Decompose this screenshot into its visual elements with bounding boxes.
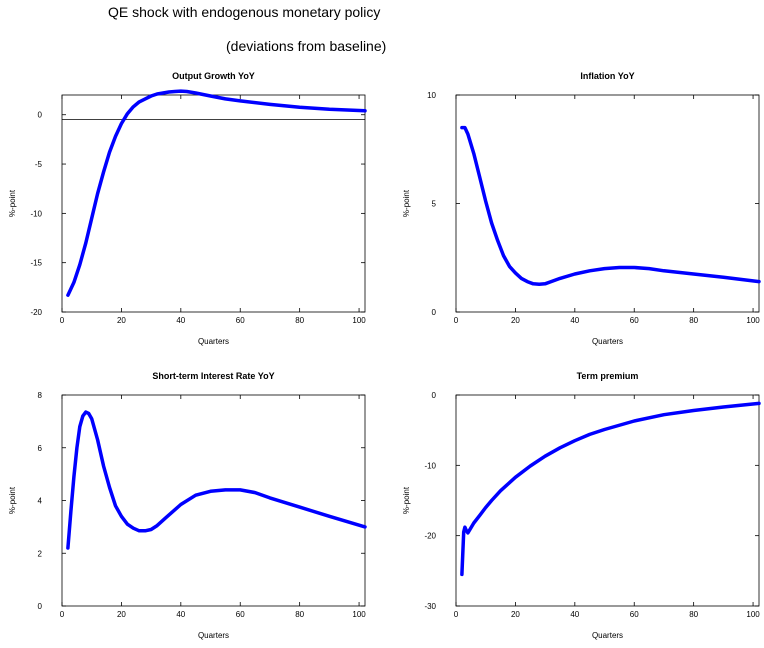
x-tick-label: 20 <box>511 610 520 619</box>
plot-frame <box>456 95 759 312</box>
panel-title: Output Growth YoY <box>172 71 255 81</box>
chart-panel-4: Term premium 0 20 40 60 80 100 -30 -20 -10 0 Quarte… <box>402 371 760 640</box>
y-tick-label: 0 <box>432 391 437 400</box>
panel-title: Short-term Interest Rate YoY <box>152 371 274 381</box>
y-tick-label: 8 <box>38 391 43 400</box>
y-tick-label: -20 <box>30 308 42 317</box>
x-tick-label: 40 <box>570 610 579 619</box>
x-axis-label: Quarters <box>198 631 229 640</box>
x-tick-label: 60 <box>236 316 245 325</box>
y-tick-label: 6 <box>38 444 43 453</box>
x-tick-label: 100 <box>746 316 760 325</box>
x-tick-label: 0 <box>454 610 459 619</box>
plot-frame <box>62 395 365 606</box>
panel-title: Term premium <box>577 371 639 381</box>
series-line <box>68 91 365 295</box>
x-tick-label: 0 <box>60 316 65 325</box>
y-axis-label: %-point <box>8 486 17 514</box>
y-tick-label: -5 <box>35 160 43 169</box>
y-axis-label: %-point <box>402 189 411 217</box>
chart-panel-1: Output Growth YoY 0 20 40 60 80 100 -20 -15 -10 -5… <box>8 71 366 346</box>
x-tick-label: 80 <box>689 610 698 619</box>
x-tick-label: 60 <box>236 610 245 619</box>
x-tick-label: 100 <box>352 316 366 325</box>
x-tick-label: 60 <box>630 610 639 619</box>
chart-panel-2: Inflation YoY 0 20 40 60 80 100 0 5 10 Quarters %-p… <box>402 71 760 346</box>
y-tick-label: 5 <box>432 200 437 209</box>
x-tick-label: 20 <box>511 316 520 325</box>
x-tick-label: 40 <box>176 610 185 619</box>
plot-frame <box>456 395 759 606</box>
series-line <box>462 128 759 285</box>
y-axis-label: %-point <box>402 486 411 514</box>
x-tick-label: 20 <box>117 316 126 325</box>
y-axis-label: %-point <box>8 189 17 217</box>
series-line <box>68 412 365 548</box>
x-tick-label: 80 <box>295 610 304 619</box>
x-tick-label: 40 <box>176 316 185 325</box>
x-tick-label: 100 <box>352 610 366 619</box>
x-tick-label: 20 <box>117 610 126 619</box>
x-tick-label: 80 <box>295 316 304 325</box>
x-axis-label: Quarters <box>592 337 623 346</box>
y-tick-label: -10 <box>30 209 42 218</box>
y-tick-label: 0 <box>38 602 43 611</box>
x-axis-label: Quarters <box>592 631 623 640</box>
y-tick-label: -10 <box>424 461 436 470</box>
x-tick-label: 60 <box>630 316 639 325</box>
y-tick-label: 0 <box>38 111 43 120</box>
y-tick-label: -30 <box>424 602 436 611</box>
y-tick-label: 0 <box>432 308 437 317</box>
plot-frame <box>62 95 365 312</box>
y-tick-label: 10 <box>427 91 436 100</box>
panel-title: Inflation YoY <box>580 71 634 81</box>
x-tick-label: 0 <box>454 316 459 325</box>
x-axis-label: Quarters <box>198 337 229 346</box>
x-tick-label: 80 <box>689 316 698 325</box>
x-tick-label: 40 <box>570 316 579 325</box>
y-tick-label: -20 <box>424 532 436 541</box>
series-line <box>462 403 759 574</box>
x-tick-label: 0 <box>60 610 65 619</box>
y-tick-label: 2 <box>38 549 43 558</box>
y-tick-label: 4 <box>38 497 43 506</box>
x-tick-label: 100 <box>746 610 760 619</box>
y-tick-label: -15 <box>30 259 42 268</box>
